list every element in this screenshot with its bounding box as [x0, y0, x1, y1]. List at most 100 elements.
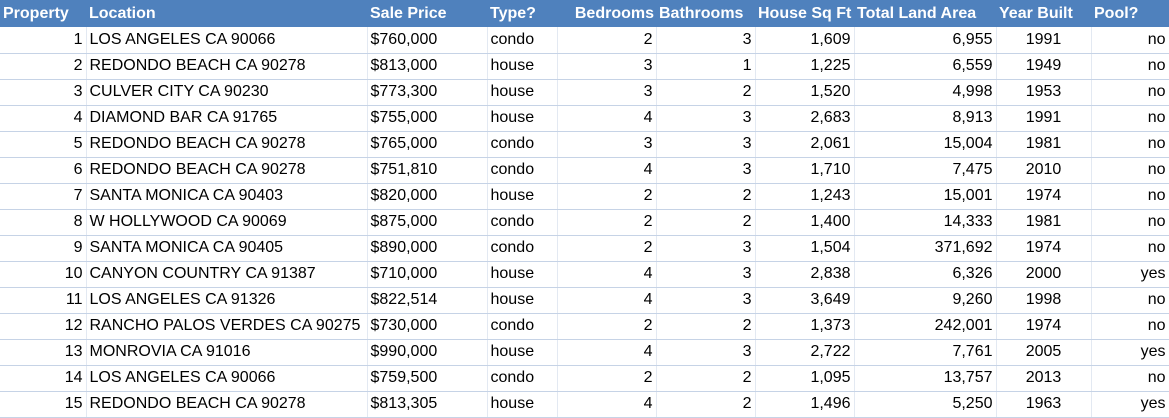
header-total-land-area[interactable]: Total Land Area: [857, 4, 977, 22]
cell-type[interactable]: house: [487, 53, 558, 80]
cell-type[interactable]: house: [487, 261, 558, 288]
cell-sale-price[interactable]: $765,000: [367, 131, 488, 158]
cell-sale-price[interactable]: $759,500: [367, 365, 488, 392]
cell-property[interactable]: 10: [0, 261, 87, 288]
cell-location[interactable]: SANTA MONICA CA 90405: [86, 235, 368, 262]
cell-bedrooms[interactable]: 3: [557, 53, 657, 80]
cell-bedrooms[interactable]: 2: [557, 183, 657, 210]
cell-house-sq-ft[interactable]: 2,061: [755, 131, 855, 158]
cell-property[interactable]: 3: [0, 79, 87, 106]
cell-bathrooms[interactable]: 3: [656, 235, 756, 262]
cell-pool[interactable]: no: [1091, 287, 1169, 314]
cell-bathrooms[interactable]: 2: [656, 391, 756, 418]
cell-location[interactable]: DIAMOND BAR CA 91765: [86, 105, 368, 132]
cell-bathrooms[interactable]: 3: [656, 105, 756, 132]
cell-house-sq-ft[interactable]: 1,225: [755, 53, 855, 80]
cell-sale-price[interactable]: $813,000: [367, 53, 488, 80]
cell-house-sq-ft[interactable]: 1,373: [755, 313, 855, 340]
cell-total-land-area[interactable]: 6,326: [854, 261, 997, 288]
cell-total-land-area[interactable]: 8,913: [854, 105, 997, 132]
cell-sale-price[interactable]: $760,000: [367, 27, 488, 54]
cell-pool[interactable]: yes: [1091, 339, 1169, 366]
cell-house-sq-ft[interactable]: 1,243: [755, 183, 855, 210]
cell-year-built[interactable]: 1981: [996, 209, 1092, 236]
header-house-sq-ft[interactable]: House Sq Ft: [758, 4, 852, 22]
cell-property[interactable]: 14: [0, 365, 87, 392]
cell-total-land-area[interactable]: 9,260: [854, 287, 997, 314]
cell-house-sq-ft[interactable]: 2,838: [755, 261, 855, 288]
cell-bedrooms[interactable]: 2: [557, 209, 657, 236]
cell-bedrooms[interactable]: 4: [557, 339, 657, 366]
header-type[interactable]: Type?: [490, 4, 536, 22]
cell-total-land-area[interactable]: 15,001: [854, 183, 997, 210]
cell-house-sq-ft[interactable]: 1,520: [755, 79, 855, 106]
cell-type[interactable]: house: [487, 79, 558, 106]
cell-house-sq-ft[interactable]: 1,400: [755, 209, 855, 236]
cell-sale-price[interactable]: $890,000: [367, 235, 488, 262]
cell-pool[interactable]: no: [1091, 235, 1169, 262]
header-sale-price[interactable]: Sale Price: [370, 4, 447, 22]
cell-bathrooms[interactable]: 3: [656, 27, 756, 54]
cell-sale-price[interactable]: $730,000: [367, 313, 488, 340]
cell-bathrooms[interactable]: 2: [656, 183, 756, 210]
cell-type[interactable]: house: [487, 183, 558, 210]
cell-bathrooms[interactable]: 2: [656, 209, 756, 236]
cell-bedrooms[interactable]: 4: [557, 157, 657, 184]
cell-bathrooms[interactable]: 3: [656, 339, 756, 366]
cell-property[interactable]: 12: [0, 313, 87, 340]
cell-sale-price[interactable]: $990,000: [367, 339, 488, 366]
cell-property[interactable]: 11: [0, 287, 87, 314]
cell-type[interactable]: house: [487, 339, 558, 366]
cell-pool[interactable]: yes: [1091, 261, 1169, 288]
cell-total-land-area[interactable]: 15,004: [854, 131, 997, 158]
cell-house-sq-ft[interactable]: 3,649: [755, 287, 855, 314]
cell-pool[interactable]: no: [1091, 105, 1169, 132]
cell-bedrooms[interactable]: 3: [557, 79, 657, 106]
cell-sale-price[interactable]: $751,810: [367, 157, 488, 184]
cell-pool[interactable]: no: [1091, 79, 1169, 106]
cell-year-built[interactable]: 1991: [996, 27, 1092, 54]
cell-bathrooms[interactable]: 2: [656, 79, 756, 106]
cell-bedrooms[interactable]: 2: [557, 365, 657, 392]
cell-pool[interactable]: no: [1091, 313, 1169, 340]
cell-year-built[interactable]: 1998: [996, 287, 1092, 314]
cell-year-built[interactable]: 1949: [996, 53, 1092, 80]
cell-location[interactable]: CULVER CITY CA 90230: [86, 79, 368, 106]
cell-location[interactable]: W HOLLYWOOD CA 90069: [86, 209, 368, 236]
cell-bedrooms[interactable]: 2: [557, 313, 657, 340]
cell-total-land-area[interactable]: 13,757: [854, 365, 997, 392]
cell-property[interactable]: 9: [0, 235, 87, 262]
cell-location[interactable]: CANYON COUNTRY CA 91387: [86, 261, 368, 288]
cell-year-built[interactable]: 2013: [996, 365, 1092, 392]
cell-bathrooms[interactable]: 2: [656, 365, 756, 392]
cell-type[interactable]: house: [487, 287, 558, 314]
cell-pool[interactable]: no: [1091, 365, 1169, 392]
cell-year-built[interactable]: 2005: [996, 339, 1092, 366]
cell-location[interactable]: REDONDO BEACH CA 90278: [86, 157, 368, 184]
cell-bathrooms[interactable]: 3: [656, 157, 756, 184]
cell-pool[interactable]: no: [1091, 53, 1169, 80]
cell-property[interactable]: 15: [0, 391, 87, 418]
cell-bedrooms[interactable]: 4: [557, 391, 657, 418]
cell-property[interactable]: 6: [0, 157, 87, 184]
cell-location[interactable]: LOS ANGELES CA 91326: [86, 287, 368, 314]
cell-year-built[interactable]: 1963: [996, 391, 1092, 418]
cell-type[interactable]: condo: [487, 365, 558, 392]
cell-bathrooms[interactable]: 3: [656, 131, 756, 158]
cell-location[interactable]: REDONDO BEACH CA 90278: [86, 53, 368, 80]
cell-property[interactable]: 4: [0, 105, 87, 132]
cell-bathrooms[interactable]: 1: [656, 53, 756, 80]
cell-house-sq-ft[interactable]: 1,609: [755, 27, 855, 54]
header-bedrooms[interactable]: Bedrooms: [574, 4, 654, 22]
header-property[interactable]: Property: [3, 4, 69, 22]
cell-sale-price[interactable]: $875,000: [367, 209, 488, 236]
cell-type[interactable]: condo: [487, 235, 558, 262]
cell-bedrooms[interactable]: 4: [557, 261, 657, 288]
cell-type[interactable]: house: [487, 391, 558, 418]
cell-bathrooms[interactable]: 2: [656, 313, 756, 340]
cell-total-land-area[interactable]: 4,998: [854, 79, 997, 106]
cell-sale-price[interactable]: $822,514: [367, 287, 488, 314]
cell-sale-price[interactable]: $773,300: [367, 79, 488, 106]
cell-bedrooms[interactable]: 4: [557, 105, 657, 132]
cell-type[interactable]: condo: [487, 27, 558, 54]
